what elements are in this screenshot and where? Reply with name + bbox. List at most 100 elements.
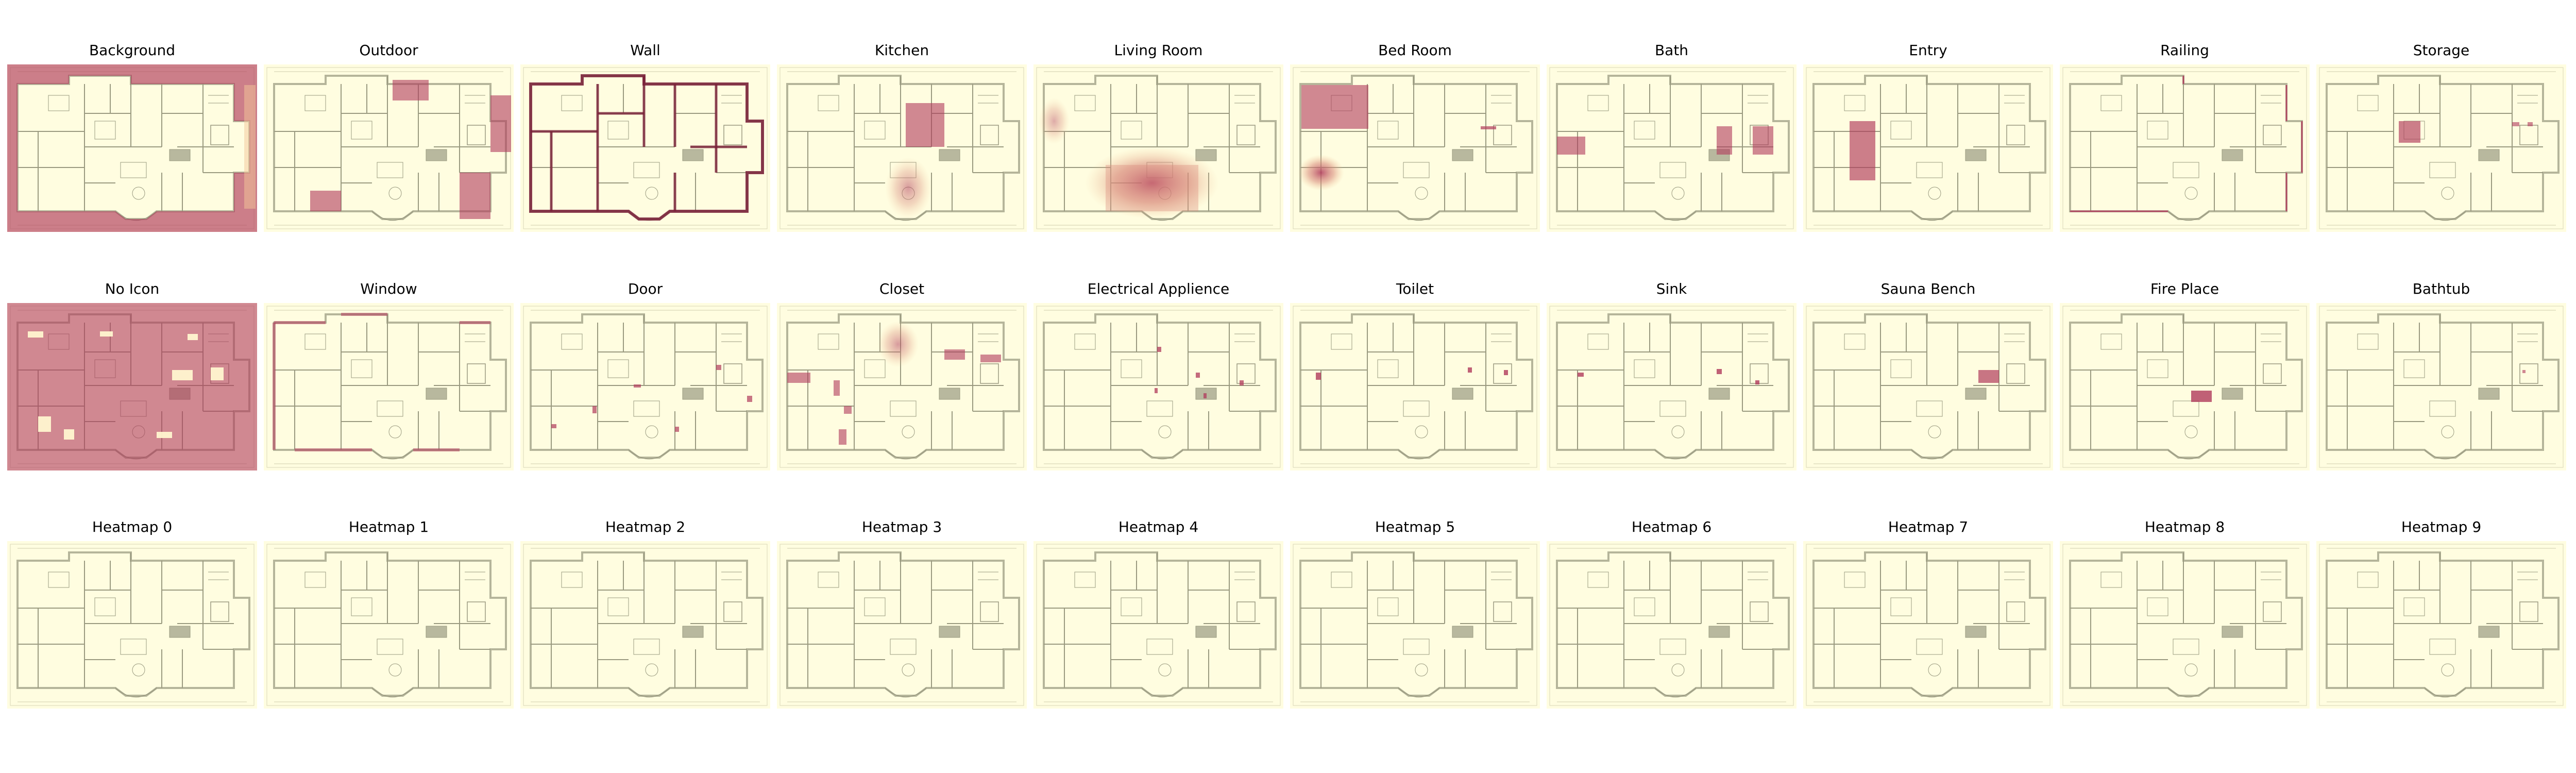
heat-overlay — [273, 313, 490, 451]
panel-title: Kitchen — [875, 42, 929, 59]
floor-plan — [2319, 544, 2564, 706]
floor-plan — [523, 544, 768, 706]
heat-overlay — [885, 103, 944, 219]
panel — [264, 64, 514, 232]
floor-plan — [1549, 306, 1794, 468]
panel — [7, 303, 257, 470]
heat-overlay — [551, 365, 752, 432]
floor-plan — [1293, 306, 1537, 468]
panel — [520, 541, 770, 709]
floor-plan — [2319, 306, 2564, 468]
panel-background — [1033, 303, 1283, 470]
panel — [1290, 64, 1540, 232]
heat-overlay — [1316, 367, 1508, 380]
panel-title: Heatmap 6 — [1632, 518, 1711, 535]
heat-overlay — [1978, 370, 1999, 383]
panel-title: Heatmap 9 — [2401, 518, 2481, 535]
panel-title: Heatmap 5 — [1375, 518, 1455, 535]
panel-title: Railing — [2160, 42, 2209, 59]
panel-background — [2060, 541, 2310, 709]
panel — [2060, 64, 2310, 232]
panel — [264, 303, 514, 470]
heat-overlay — [1155, 347, 1244, 398]
panel — [2316, 541, 2566, 709]
panel-title: Heatmap 7 — [1888, 518, 1968, 535]
panel-title: Toilet — [1396, 280, 1434, 297]
panel — [520, 64, 770, 232]
panel-title: Door — [628, 280, 663, 297]
panel-background — [1547, 303, 1797, 470]
panel — [2316, 303, 2566, 470]
panel-background — [2316, 303, 2566, 470]
panel-title: Heatmap 8 — [2145, 518, 2225, 535]
panel — [520, 303, 770, 470]
panel — [1033, 303, 1283, 470]
panel — [1547, 303, 1797, 470]
panel-title: Heatmap 4 — [1118, 518, 1198, 535]
panel-background — [2316, 64, 2566, 232]
panel — [2316, 64, 2566, 232]
floor-plan — [266, 544, 511, 706]
floor-plan — [2319, 67, 2564, 229]
panel-background — [1290, 303, 1540, 470]
floor-plan — [1806, 306, 2050, 468]
heat-overlay — [1557, 126, 1773, 155]
heat-overlay — [7, 64, 257, 232]
panel — [1033, 541, 1283, 709]
panel — [777, 541, 1027, 709]
panel-background — [264, 541, 514, 709]
panel — [7, 64, 257, 232]
heat-overlay — [787, 321, 1001, 445]
heat-overlay — [310, 80, 511, 219]
floor-plan — [1293, 544, 1537, 706]
heat-overlay — [1578, 369, 1759, 384]
panel — [1803, 64, 2053, 232]
panel-title: Heatmap 1 — [349, 518, 429, 535]
floor-plan — [1036, 306, 1281, 468]
panel-background — [777, 541, 1027, 709]
heat-overlay — [2191, 391, 2212, 402]
heat-overlay — [7, 303, 257, 470]
floor-plan — [266, 306, 511, 468]
panel-background — [2060, 64, 2310, 232]
panel-background — [520, 303, 770, 470]
panel-title: Sauna Bench — [1881, 280, 1976, 297]
heat-overlay — [1298, 85, 1496, 191]
floor-plan — [779, 67, 1024, 229]
heat-overlay — [2522, 370, 2526, 373]
panel-background — [264, 303, 514, 470]
panel-background — [1547, 541, 1797, 709]
panel — [2060, 541, 2310, 709]
panel-title: Heatmap 3 — [862, 518, 942, 535]
panel — [1290, 303, 1540, 470]
panel-title: Wall — [630, 42, 660, 59]
floor-plan — [2062, 306, 2307, 468]
heat-overlay — [2399, 121, 2533, 143]
panel-title: Storage — [2413, 42, 2470, 59]
panel — [1290, 541, 1540, 709]
floor-plan — [1806, 67, 2050, 229]
heat-overlay — [1039, 98, 1219, 219]
panel-title: Window — [360, 280, 417, 297]
panel-background — [1803, 303, 2053, 470]
panel — [777, 303, 1027, 470]
floor-plan — [2062, 544, 2307, 706]
panel-title: Sink — [1656, 280, 1687, 297]
panel — [1547, 64, 1797, 232]
panel-background — [7, 541, 257, 709]
panel-title: Bed Room — [1378, 42, 1452, 59]
floor-plan — [1549, 544, 1794, 706]
panel — [777, 64, 1027, 232]
panel-title: Heatmap 2 — [605, 518, 685, 535]
floor-plan — [1036, 544, 1281, 706]
panel — [1547, 541, 1797, 709]
panel-title: Entry — [1909, 42, 1947, 59]
panel-title: Living Room — [1114, 42, 1203, 59]
floor-plan — [10, 544, 255, 706]
panel-background — [2060, 303, 2310, 470]
floor-plan — [779, 306, 1024, 468]
panel-background — [1803, 64, 2053, 232]
floor-plan — [779, 544, 1024, 706]
panel-title: Outdoor — [359, 42, 418, 59]
panel-title: No Icon — [105, 280, 160, 297]
